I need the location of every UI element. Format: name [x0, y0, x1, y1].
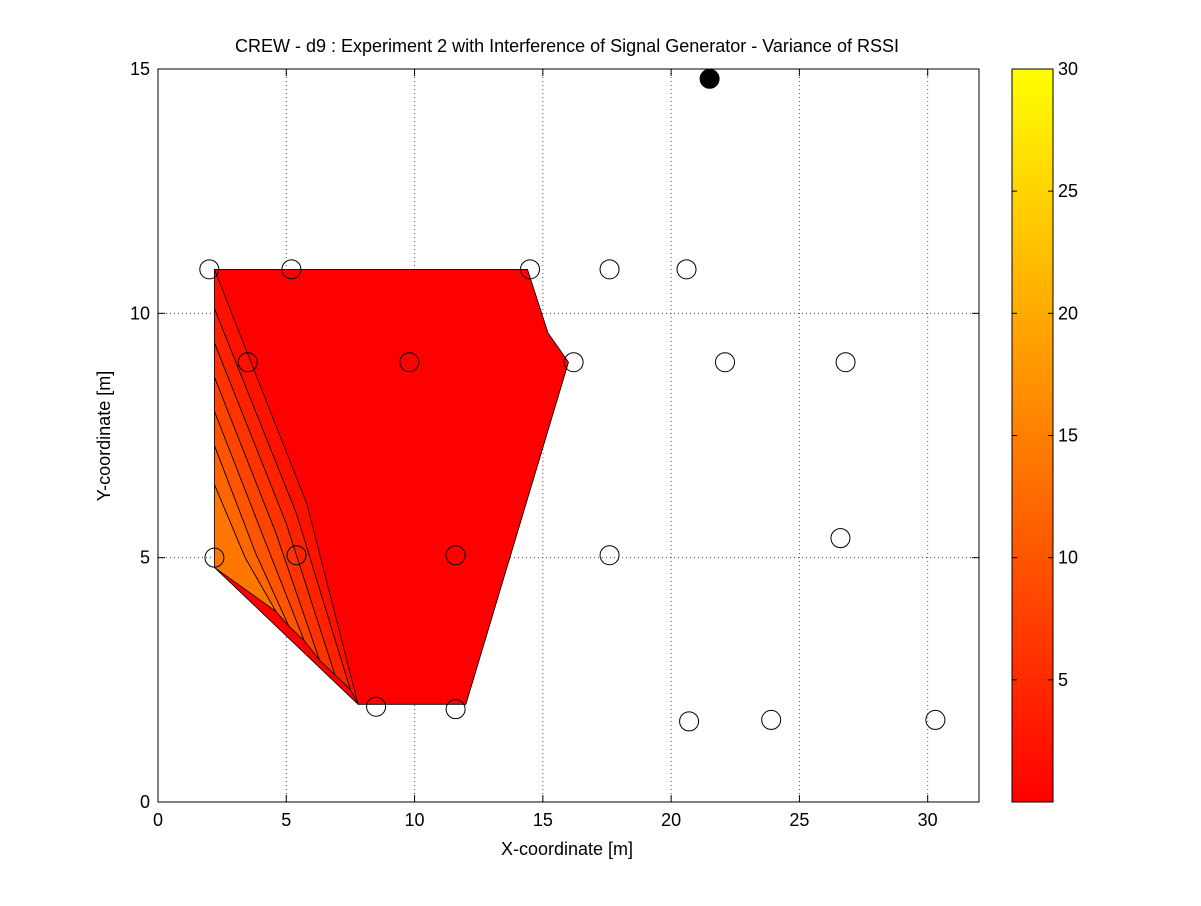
colorbar-tick-label: 5 — [1058, 670, 1068, 690]
sensor-node-marker — [679, 711, 700, 732]
y-axis-label: Y-coordinate [m] — [94, 371, 114, 501]
chart-title: CREW - d9 : Experiment 2 with Interferen… — [235, 36, 899, 56]
sensor-node-marker — [563, 352, 584, 373]
colorbar-tick-label: 15 — [1058, 426, 1078, 446]
sensor-node-marker — [520, 259, 541, 280]
x-tick-label: 5 — [281, 810, 291, 830]
x-axis-label: X-coordinate [m] — [501, 839, 633, 859]
x-tick-label: 10 — [405, 810, 425, 830]
x-tick-label: 20 — [661, 810, 681, 830]
sensor-node-marker — [599, 545, 620, 566]
sensor-node-marker — [204, 547, 225, 568]
sensor-node-marker — [237, 352, 258, 373]
x-tick-label: 15 — [533, 810, 553, 830]
sensor-node-marker — [199, 259, 220, 280]
sensor-node-marker — [925, 709, 946, 730]
y-tick-label: 5 — [140, 548, 150, 568]
sensor-node-marker — [445, 545, 466, 566]
contour-band — [213, 269, 359, 705]
interference-source-marker — [699, 68, 720, 89]
y-tick-label: 10 — [130, 303, 150, 323]
colorbar-tick-label: 30 — [1058, 59, 1078, 79]
sensor-node-marker — [830, 528, 851, 549]
sensor-node-marker — [366, 696, 387, 717]
sensor-node-marker — [399, 352, 420, 373]
plot-frame — [157, 68, 980, 803]
colorbar-tick-label: 25 — [1058, 181, 1078, 201]
sensor-node-marker — [715, 352, 736, 373]
y-tick-label: 15 — [130, 59, 150, 79]
colorbar — [1011, 68, 1054, 803]
x-tick-label: 30 — [918, 810, 938, 830]
colorbar-tick-label: 10 — [1058, 548, 1078, 568]
sensor-node-marker — [835, 352, 856, 373]
x-tick-label: 0 — [153, 810, 163, 830]
sensor-node-marker — [599, 259, 620, 280]
sensor-node-marker — [445, 699, 466, 720]
sensor-node-marker — [676, 259, 697, 280]
sensor-node-marker — [761, 709, 782, 730]
sensor-node-marker — [286, 545, 307, 566]
y-tick-label: 0 — [140, 792, 150, 812]
sensor-node-marker — [281, 259, 302, 280]
x-tick-label: 25 — [789, 810, 809, 830]
colorbar-tick-label: 20 — [1058, 303, 1078, 323]
